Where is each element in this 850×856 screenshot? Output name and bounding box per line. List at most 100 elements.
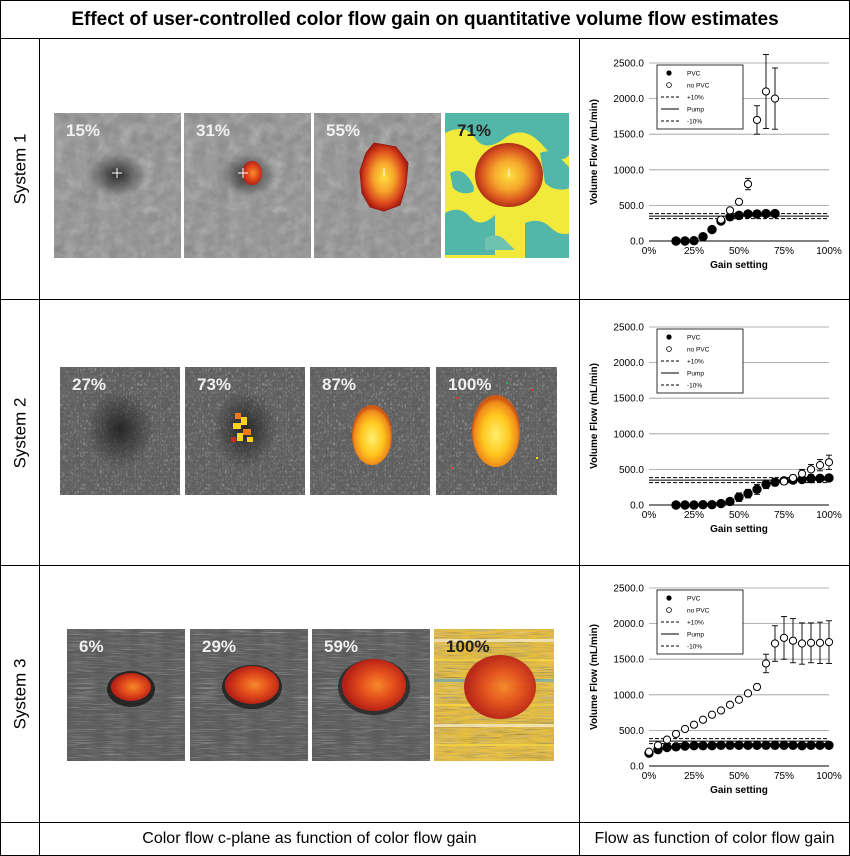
- no-pvc-point: [734, 695, 744, 704]
- pvc-point: [707, 224, 717, 235]
- no-pvc-point: [779, 477, 789, 486]
- pvc-point: [734, 492, 744, 502]
- figure-title: Effect of user-controlled color flow gai…: [1, 1, 849, 39]
- no-pvc-point: [788, 636, 798, 645]
- gain-label: 87%: [322, 375, 357, 394]
- c-plane-image: 100%: [436, 367, 557, 495]
- c-plane-image: 31%: [184, 113, 311, 258]
- pvc-point: [671, 236, 681, 246]
- y-tick-label: 0.0: [630, 762, 644, 773]
- gain-label: 55%: [326, 121, 361, 140]
- pvc-point: [698, 499, 708, 510]
- legend-label: -10%: [687, 119, 702, 126]
- row-divider: [1, 565, 849, 566]
- column-divider: [39, 39, 40, 855]
- y-tick-label: 2500.0: [613, 323, 644, 334]
- legend-marker-pvc: [666, 334, 672, 340]
- pvc-point: [752, 740, 762, 751]
- legend-label: no PVC: [687, 608, 710, 615]
- row-label-system-1: System 1: [10, 133, 30, 205]
- y-tick-label: 2000.0: [613, 358, 644, 369]
- legend-label: -10%: [687, 644, 702, 651]
- c-plane-image: 87%: [310, 367, 430, 495]
- x-tick-label: 75%: [774, 771, 794, 782]
- pvc-point: [680, 236, 690, 246]
- gain-label: 71%: [457, 121, 492, 140]
- x-tick-label: 0%: [642, 246, 657, 257]
- no-pvc-point: [779, 633, 789, 642]
- no-pvc-point: [824, 638, 834, 647]
- y-tick-label: 2000.0: [613, 619, 644, 630]
- caption-flow: Flow as function of color flow gain: [594, 830, 835, 847]
- c-plane-image: 100%: [434, 629, 554, 761]
- x-tick-label: 25%: [684, 246, 704, 257]
- row-divider: [1, 299, 849, 300]
- y-tick-label: 1500.0: [613, 130, 644, 141]
- pvc-point: [707, 741, 717, 751]
- y-tick-label: 1500.0: [613, 394, 644, 405]
- y-tick-label: 500.0: [619, 201, 644, 212]
- y-tick-label: 0.0: [630, 501, 644, 512]
- pvc-point: [680, 500, 690, 510]
- x-tick-label: 100%: [816, 246, 842, 257]
- legend-label: +10%: [687, 95, 704, 102]
- c-plane-image: 59%: [312, 629, 430, 761]
- flow-chart-system-3: 0.0 500.0 1000.0 1500.0 2000.0 2500.0 0% 25% 50%…: [581, 574, 847, 818]
- legend-label: +10%: [687, 359, 704, 366]
- gain-label: 100%: [446, 637, 490, 656]
- c-plane-image: 27%: [60, 367, 180, 495]
- pvc-point: [725, 740, 735, 751]
- pvc-point: [734, 210, 744, 221]
- y-tick-label: 1500.0: [613, 655, 644, 666]
- y-tick-label: 500.0: [619, 465, 644, 476]
- no-pvc-point: [671, 729, 681, 739]
- pvc-point: [662, 742, 672, 753]
- legend-marker-no-pvc: [666, 82, 672, 88]
- no-pvc-point: [653, 741, 663, 750]
- no-pvc-point: [698, 715, 708, 724]
- row-label-system-3: System 3: [10, 658, 30, 730]
- y-tick-label: 1000.0: [613, 165, 644, 176]
- y-tick-label: 2500.0: [613, 59, 644, 70]
- pvc-point: [806, 473, 816, 484]
- flow-chart-system-2: 0.0 500.0 1000.0 1500.0 2000.0 2500.0 0% 25% 50%…: [581, 313, 847, 557]
- column-divider: [579, 39, 580, 855]
- no-pvc-point: [725, 206, 735, 215]
- no-pvc-point: [662, 735, 672, 744]
- gain-label: 59%: [324, 637, 359, 656]
- legend-marker-no-pvc: [666, 346, 672, 352]
- legend-marker-pvc: [666, 595, 672, 601]
- pvc-point: [716, 498, 726, 509]
- no-pvc-point: [716, 706, 726, 715]
- no-pvc-point: [680, 724, 690, 734]
- x-axis-label: Gain setting: [710, 260, 768, 271]
- row-label-system-2: System 2: [10, 397, 30, 468]
- y-tick-label: 2500.0: [613, 584, 644, 595]
- no-pvc-point: [824, 458, 834, 467]
- pvc-point: [743, 209, 753, 219]
- y-tick-label: 0.0: [630, 237, 644, 248]
- x-tick-label: 0%: [642, 510, 657, 521]
- pvc-point: [770, 477, 780, 487]
- pvc-point: [824, 473, 834, 483]
- x-tick-label: 50%: [729, 771, 749, 782]
- c-plane-image: 71%: [445, 113, 569, 258]
- gain-label: 6%: [79, 637, 104, 656]
- pvc-point: [824, 740, 834, 751]
- gain-label: 27%: [72, 375, 107, 394]
- pvc-point: [743, 488, 753, 499]
- pvc-point: [743, 740, 753, 751]
- pvc-point: [788, 740, 798, 751]
- x-tick-label: 100%: [816, 510, 842, 521]
- no-pvc-point: [806, 465, 816, 474]
- pvc-point: [698, 741, 708, 751]
- legend-label: Pump: [687, 107, 704, 114]
- no-pvc-point: [689, 720, 699, 729]
- pvc-point: [689, 235, 699, 246]
- no-pvc-point: [806, 638, 816, 647]
- pvc-point: [770, 208, 780, 219]
- caption-c-plane: Color flow c-plane as function of color …: [142, 830, 477, 847]
- row-divider: [1, 822, 849, 823]
- legend-marker-pvc: [666, 70, 672, 76]
- x-tick-label: 50%: [729, 510, 749, 521]
